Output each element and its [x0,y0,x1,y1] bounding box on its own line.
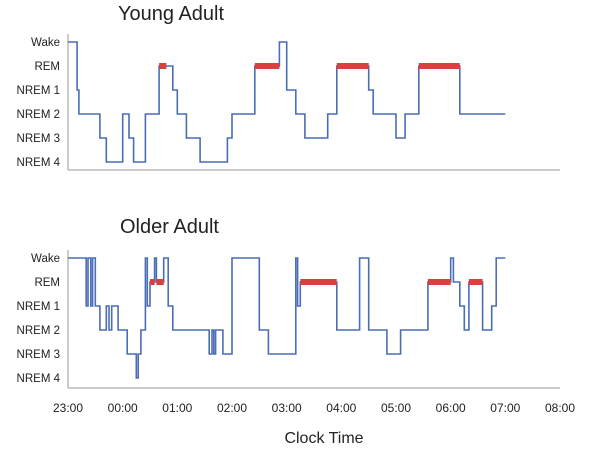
young-adult-panel: Wake REM NREM 1 NREM 2 NREM 3 NREM 4 [17,34,560,171]
stage-label: NREM 2 [17,325,60,337]
stage-label: Wake [31,253,60,265]
x-tick-label: 07:00 [490,401,520,415]
stage-label: NREM 2 [17,109,60,121]
rem-period-bar [300,279,337,285]
older-adult-panel: Wake REM NREM 1 NREM 2 NREM 3 NREM 4 [17,250,560,389]
x-tick-label: 05:00 [381,401,411,415]
rem-period-bar [418,63,460,69]
rem-period-bar [159,63,167,69]
x-tick-label: 03:00 [272,401,302,415]
x-tick-label: 06:00 [436,401,466,415]
stage-label: NREM 4 [17,157,61,169]
x-tick-label: 02:00 [217,401,247,415]
rem-period-bar [254,63,280,69]
stage-label: NREM 3 [17,349,60,361]
stage-label: NREM 1 [17,85,60,97]
older-adult-title: Older Adult [120,216,219,238]
x-tick-label: 04:00 [326,401,356,415]
young-adult-title: Young Adult [118,3,224,25]
stage-label: Wake [31,37,60,49]
stage-label: REM [34,61,60,73]
rem-period-bar [427,279,451,285]
x-axis-ticks: 23:00 00:00 01:00 02:00 03:00 04:00 05:00 06:00… [53,401,575,415]
rem-period-bar [156,279,164,285]
x-tick-label: 08:00 [545,401,575,415]
x-tick-label: 01:00 [162,401,192,415]
x-tick-label: 23:00 [53,401,83,415]
rem-period-bar [150,279,155,285]
x-tick-label: 00:00 [108,401,138,415]
x-axis-title: Clock Time [284,430,363,447]
stage-label: NREM 3 [17,133,60,145]
hypnogram-line [68,41,506,163]
stage-label: NREM 1 [17,301,60,313]
stage-label: NREM 4 [17,373,61,385]
rem-period-bar [468,279,483,285]
rem-period-bar [336,63,369,69]
stage-label: REM [34,277,60,289]
hypnogram-line [68,257,506,379]
